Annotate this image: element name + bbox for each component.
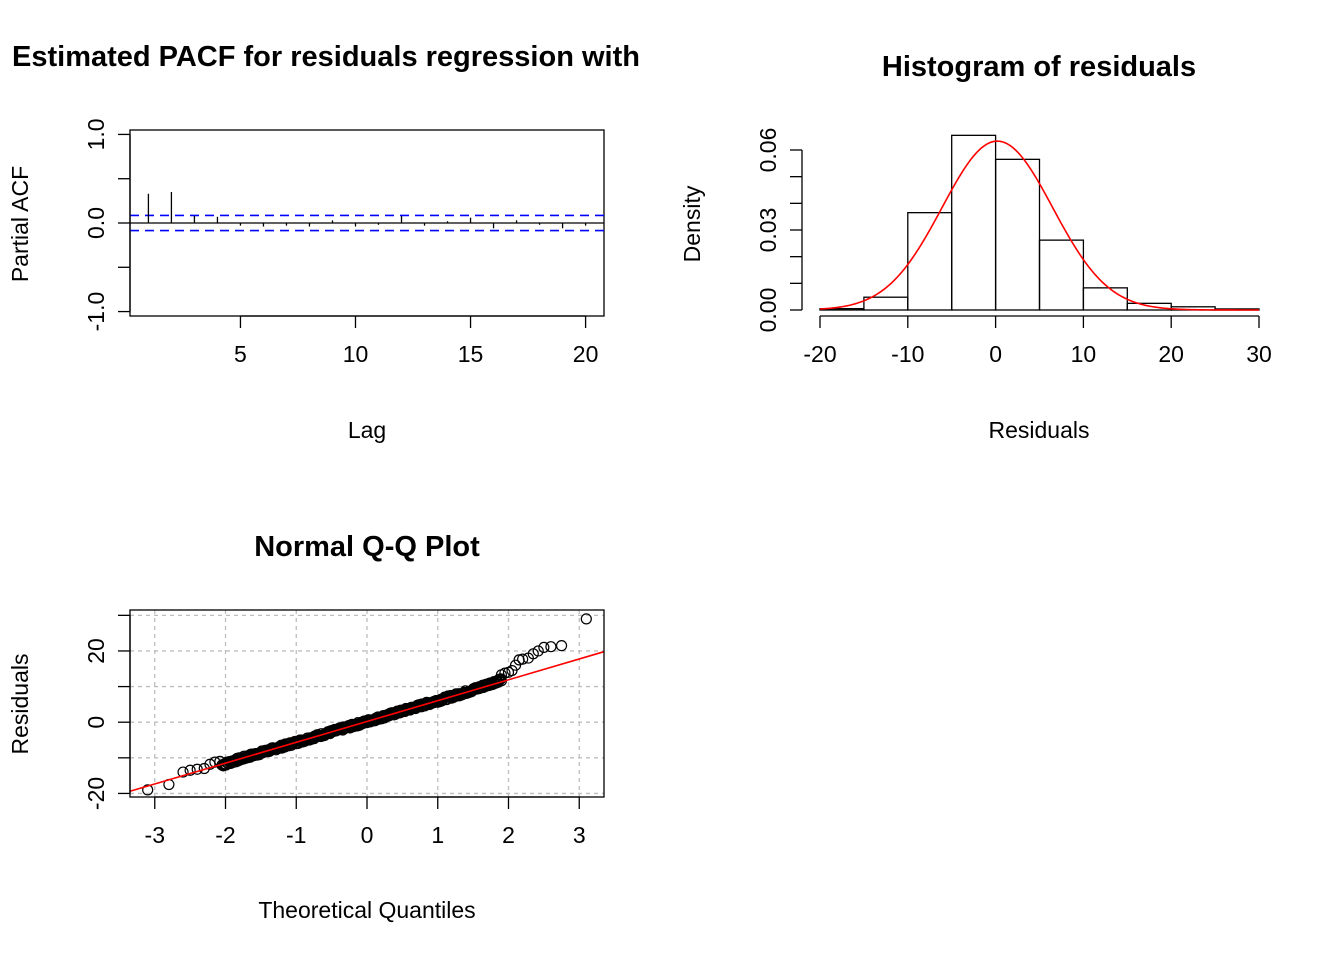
pacf-y-tick-label: 1.0 <box>83 118 109 150</box>
qq-xlabel: Theoretical Quantiles <box>258 897 475 923</box>
histogram-bar <box>994 158 1041 311</box>
histogram-bar <box>951 134 997 311</box>
pacf-plot-area: 5 10 15 20 -1.0 0.0 1.0 <box>83 118 605 367</box>
qq-x-tick-label: 1 <box>431 822 444 848</box>
pacf-x-tick-label: 15 <box>458 341 484 367</box>
qq-panel: Normal Q-Q Plot Theoretical Quantiles Re… <box>7 531 605 923</box>
pacf-y-tick-label: -1.0 <box>83 292 109 332</box>
qq-x-tick-label: 3 <box>573 822 586 848</box>
qq-title: Normal Q-Q Plot <box>254 531 480 563</box>
histogram-bar <box>863 296 909 311</box>
qq-x-tick-label: 2 <box>502 822 515 848</box>
histogram-xlabel: Residuals <box>989 417 1090 443</box>
qq-y-tick-label: -20 <box>83 777 109 810</box>
histogram-ylabel: Density <box>679 185 705 262</box>
qq-point <box>580 613 592 625</box>
qq-point <box>184 764 196 776</box>
histogram-x-tick-label: 20 <box>1158 341 1184 367</box>
pacf-x-tick-label: 10 <box>343 341 369 367</box>
histogram-bar <box>1038 239 1085 311</box>
histogram-panel: Histogram of residuals Residuals Density… <box>679 51 1272 443</box>
qq-plot-area: -3 -2 -1 0 1 2 3 -20 0 20 <box>83 609 605 848</box>
histogram-density-curve <box>819 140 1259 311</box>
qq-point <box>204 758 216 770</box>
histogram-x-tick-label: 30 <box>1246 341 1272 367</box>
qq-x-tick-label: 0 <box>361 822 374 848</box>
histogram-title: Histogram of residuals <box>882 51 1196 83</box>
qq-point <box>545 641 557 653</box>
qq-x-tick-label: -2 <box>215 822 235 848</box>
pacf-ylabel: Partial ACF <box>7 166 33 282</box>
pacf-y-tick-label: 0.0 <box>83 207 109 239</box>
histogram-y-tick-label: 0.00 <box>755 288 781 333</box>
histogram-bar <box>1082 287 1128 311</box>
histogram-y-tick-label: 0.06 <box>755 128 781 173</box>
qq-point <box>214 755 226 767</box>
histogram-y-tick-label: 0.03 <box>755 208 781 253</box>
qq-x-tick-label: -3 <box>145 822 165 848</box>
qq-reference-line <box>129 650 605 793</box>
qq-point <box>555 640 568 652</box>
qq-y-tick-label: 0 <box>83 716 109 729</box>
pacf-panel: Estimated PACF for residuals regression … <box>7 41 640 443</box>
pacf-title: Estimated PACF for residuals regression … <box>12 41 640 73</box>
histogram-plot-area: -20 -10 0 10 20 30 0.00 0.03 0.06 <box>755 128 1272 367</box>
qq-point <box>538 641 550 654</box>
qq-point <box>495 669 508 681</box>
qq-point <box>177 766 189 778</box>
histogram-x-tick-label: 10 <box>1071 341 1097 367</box>
qq-x-tick-label: -1 <box>286 822 306 848</box>
qq-point <box>142 784 154 796</box>
pacf-x-tick-label: 5 <box>234 341 247 367</box>
qq-y-tick-label: 20 <box>83 638 109 664</box>
histogram-x-tick-label: -20 <box>803 341 836 367</box>
histogram-x-tick-label: 0 <box>989 341 1002 367</box>
qq-ylabel: Residuals <box>7 654 33 755</box>
qq-box <box>129 609 605 798</box>
histogram-bar <box>907 212 953 311</box>
pacf-x-tick-label: 20 <box>573 341 599 367</box>
pacf-xlabel: Lag <box>348 417 386 443</box>
histogram-x-tick-label: -10 <box>891 341 924 367</box>
